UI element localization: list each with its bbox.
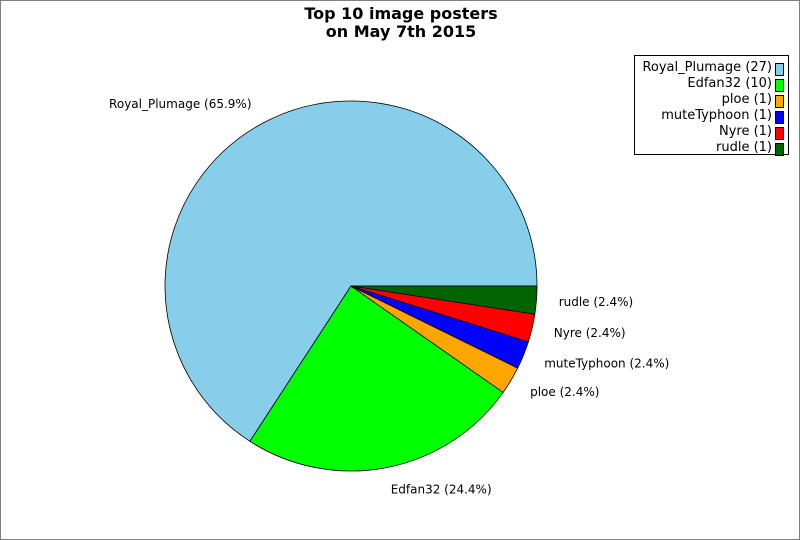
legend: Royal_Plumage (27) Edfan32 (10) ploe (1) mu… — [634, 55, 789, 156]
legend-label: Royal_Plumage (27) — [642, 60, 772, 75]
legend-swatch — [775, 143, 784, 156]
legend-item-royal-plumage: Royal_Plumage (27) — [635, 60, 788, 76]
legend-swatch — [775, 63, 784, 76]
legend-swatch — [775, 111, 784, 124]
chart-title-line-2: on May 7th 2015 — [325, 22, 477, 41]
legend-label: Nyre (1) — [718, 124, 772, 139]
slice-label-mutetyphoon: muteTyphoon (2.4%) — [544, 357, 669, 371]
slice-label-royal-plumage: Royal_Plumage (65.9%) — [109, 97, 251, 111]
slice-label-ploe: ploe (2.4%) — [530, 385, 599, 399]
legend-swatch — [775, 95, 784, 108]
pie-slice-rudle — [350, 285, 538, 315]
pie-slice-edfan32 — [249, 285, 504, 472]
chart-title-line-1: Top 10 image posters — [304, 4, 498, 23]
slice-label-edfan32: Edfan32 (24.4%) — [391, 482, 492, 496]
legend-label: muteTyphoon (1) — [661, 108, 772, 123]
legend-swatch — [775, 127, 784, 140]
legend-item-edfan32: Edfan32 (10) — [635, 76, 788, 92]
slice-label-rudle: rudle (2.4%) — [559, 295, 634, 309]
legend-swatch — [775, 79, 784, 92]
pie-slice-royal-plumage — [164, 100, 538, 442]
legend-item-mutetyphoon: muteTyphoon (1) — [635, 108, 788, 124]
legend-label: Edfan32 (10) — [687, 76, 772, 91]
legend-label: ploe (1) — [721, 92, 772, 107]
legend-item-rudle: rudle (1) — [635, 140, 788, 156]
legend-item-nyre: Nyre (1) — [635, 124, 788, 140]
legend-label: rudle (1) — [716, 140, 772, 155]
legend-item-ploe: ploe (1) — [635, 92, 788, 108]
slice-label-nyre: Nyre (2.4%) — [554, 326, 626, 340]
